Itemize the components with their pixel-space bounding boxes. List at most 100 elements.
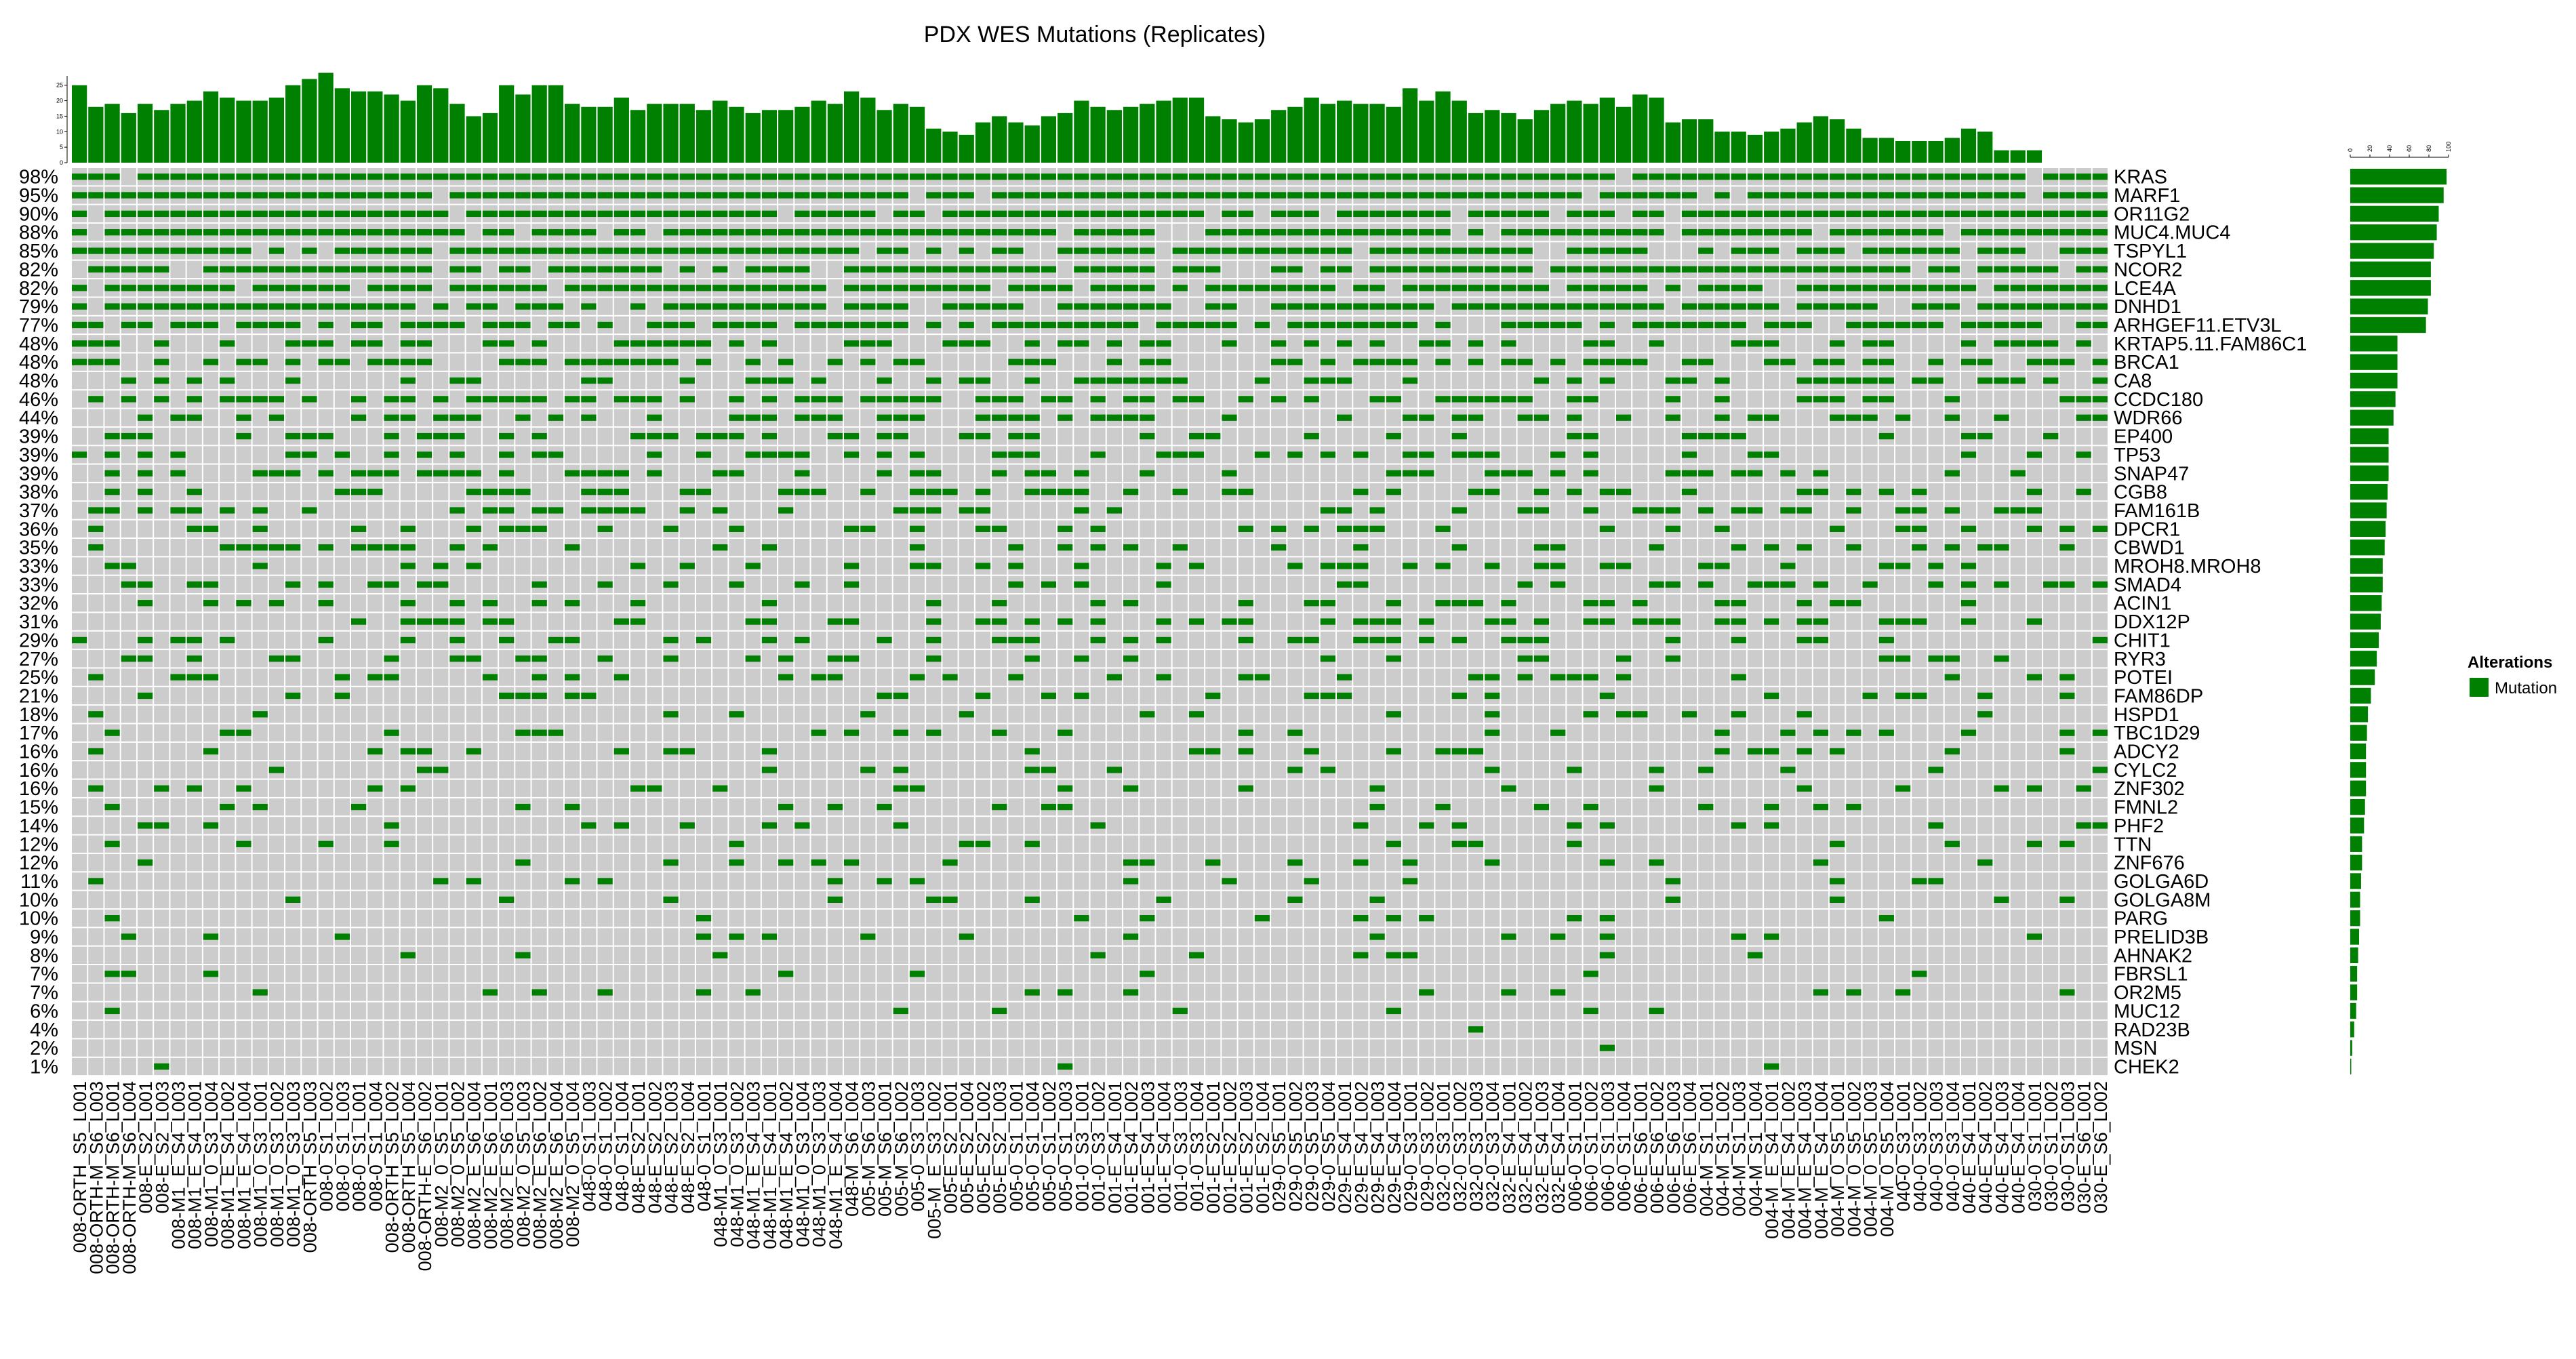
mutation-mark (499, 211, 514, 217)
mutation-mark (319, 359, 334, 365)
grid-cell (1780, 613, 1795, 630)
mutation-mark (1419, 192, 1434, 198)
mutation-mark (104, 451, 119, 458)
mutation-mark (302, 266, 317, 272)
grid-cell (449, 557, 464, 574)
grid-cell (121, 354, 136, 371)
grid-cell (778, 465, 793, 482)
grid-cell (1912, 576, 1927, 593)
mutation-mark (2059, 247, 2074, 253)
grid-cell (154, 446, 169, 463)
grid-cell (1862, 613, 1877, 630)
grid-cell (1584, 557, 1598, 574)
mutation-mark (1584, 396, 1598, 402)
mutation-mark (844, 174, 859, 180)
mutation-mark (417, 618, 432, 624)
mutation-mark (1337, 582, 1352, 588)
grid-cell (1846, 428, 1861, 445)
grid-cell (1386, 576, 1401, 593)
top-bar (483, 113, 498, 163)
mutation-mark (1271, 340, 1286, 346)
grid-cell (1025, 594, 1040, 611)
grid-cell (1534, 335, 1549, 352)
mutation-mark (1205, 433, 1220, 439)
mutation-mark (1518, 211, 1533, 217)
mutation-mark (1074, 322, 1089, 328)
top-bar (88, 107, 103, 163)
mutation-mark (88, 544, 103, 550)
grid-cell (1666, 483, 1681, 500)
grid-cell (1797, 428, 1812, 445)
grid-cell (433, 335, 448, 352)
mutation-mark (417, 582, 432, 588)
top-bar (910, 107, 925, 163)
mutation-mark (1468, 192, 1483, 198)
grid-cell (220, 465, 235, 482)
mutation-mark (220, 396, 235, 402)
grid-cell (1140, 521, 1154, 537)
grid-cell (1977, 465, 1992, 482)
mutation-mark (499, 451, 514, 458)
mutation-mark (1616, 229, 1631, 235)
mutation-mark (975, 340, 990, 346)
mutation-mark (1780, 563, 1795, 569)
grid-cell (220, 446, 235, 463)
grid-cell (1518, 539, 1533, 556)
top-bar (104, 104, 119, 163)
mutation-mark (88, 526, 103, 532)
top-bar (597, 107, 612, 163)
mutation-mark (1714, 600, 1729, 606)
grid-cell (220, 613, 235, 630)
grid-cell (1912, 390, 1927, 407)
grid-cell (285, 242, 300, 259)
mutation-mark (1945, 247, 1960, 253)
grid-cell (367, 594, 382, 611)
grid-cell (597, 557, 612, 574)
mutation-mark (1403, 266, 1417, 272)
mutation-mark (1600, 192, 1615, 198)
grid-cell (515, 539, 530, 556)
mutation-mark (1764, 359, 1779, 365)
grid-cell (203, 335, 218, 352)
grid-cell (121, 613, 136, 630)
grid-cell (253, 613, 268, 630)
mutation-mark (1698, 322, 1713, 328)
mutation-mark (1977, 544, 1992, 550)
grid-cell (1682, 242, 1697, 259)
mutation-mark (1074, 303, 1089, 309)
mutation-mark (1468, 451, 1483, 458)
grid-cell (367, 409, 382, 426)
mutation-mark (1239, 247, 1253, 253)
grid-cell (1189, 521, 1204, 537)
mutation-mark (877, 192, 891, 198)
mutation-mark (1156, 359, 1171, 365)
mutation-mark (1632, 303, 1647, 309)
grid-cell (746, 335, 761, 352)
grid-cell (319, 446, 334, 463)
grid-cell (1074, 521, 1089, 537)
mutation-mark (565, 322, 580, 328)
mutation-mark (1337, 526, 1352, 532)
mutation-mark (1714, 526, 1729, 532)
top-bar (1698, 119, 1713, 163)
mutation-mark (794, 582, 809, 588)
grid-cell (565, 446, 580, 463)
mutation-mark (1156, 582, 1171, 588)
grid-cell (1205, 446, 1220, 463)
mutation-mark (351, 340, 366, 346)
grid-cell (1501, 557, 1516, 574)
mutation-mark (1140, 415, 1154, 421)
mutation-mark (1862, 285, 1877, 291)
mutation-mark (1468, 415, 1483, 421)
grid-cell (975, 242, 990, 259)
grid-cell (1205, 521, 1220, 537)
mutation-mark (236, 229, 251, 235)
grid-cell (1666, 242, 1681, 259)
grid-cell (154, 483, 169, 500)
grid-cell (2059, 594, 2074, 611)
grid-cell (1698, 594, 1713, 611)
grid-cell (828, 465, 843, 482)
mutation-mark (187, 582, 202, 588)
grid-cell (565, 576, 580, 593)
grid-cell (1041, 521, 1056, 537)
